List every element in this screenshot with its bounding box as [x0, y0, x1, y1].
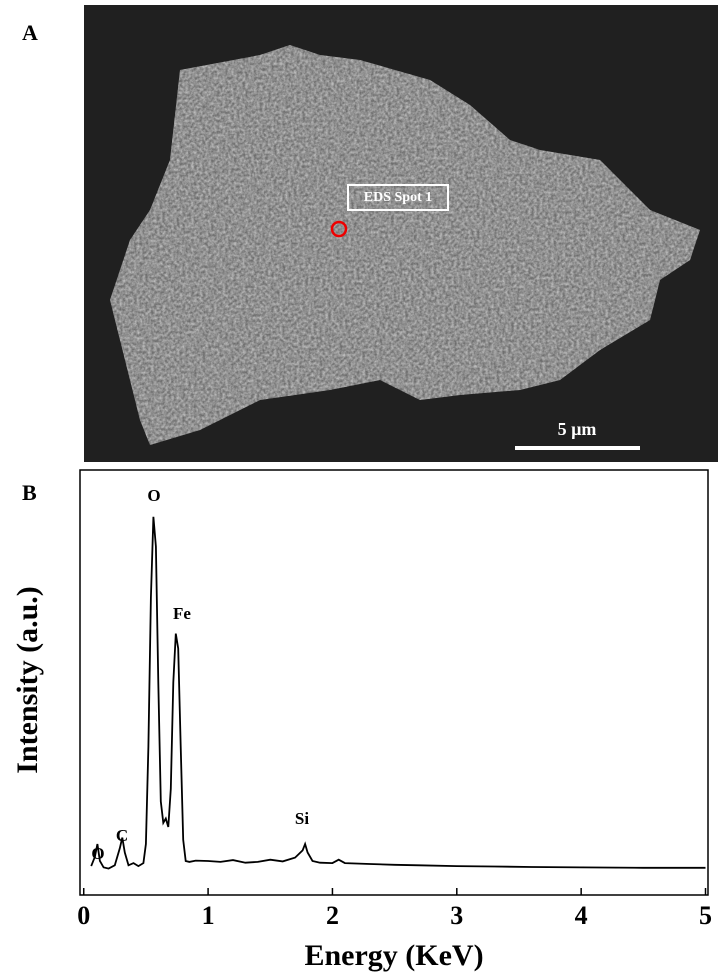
x-tick-label: 2	[326, 901, 339, 930]
peak-label: O	[91, 844, 104, 863]
panel-label: B	[22, 480, 37, 505]
scale-bar-label: 5 µm	[558, 419, 597, 439]
peak-label: C	[116, 826, 128, 845]
x-tick-label: 0	[77, 901, 90, 930]
x-axis-label: Energy (KeV)	[304, 939, 483, 972]
particle-texture	[110, 45, 700, 445]
plot-frame	[79, 469, 709, 896]
spectrum-line	[90, 516, 706, 870]
spot-label: EDS Spot 1	[364, 190, 432, 205]
y-axis-label: Intensity (a.u.)	[11, 586, 44, 774]
x-tick-label: 5	[699, 901, 712, 930]
peak-label: O	[147, 486, 160, 505]
x-tick-label: 1	[202, 901, 215, 930]
panel-label: A	[22, 20, 38, 45]
x-tick-label: 4	[575, 901, 588, 930]
x-tick-label: 3	[450, 901, 463, 930]
peak-label: Si	[295, 809, 309, 828]
spot-marker	[330, 220, 348, 238]
spot-label-box	[347, 184, 449, 211]
peak-label: Fe	[173, 604, 191, 623]
